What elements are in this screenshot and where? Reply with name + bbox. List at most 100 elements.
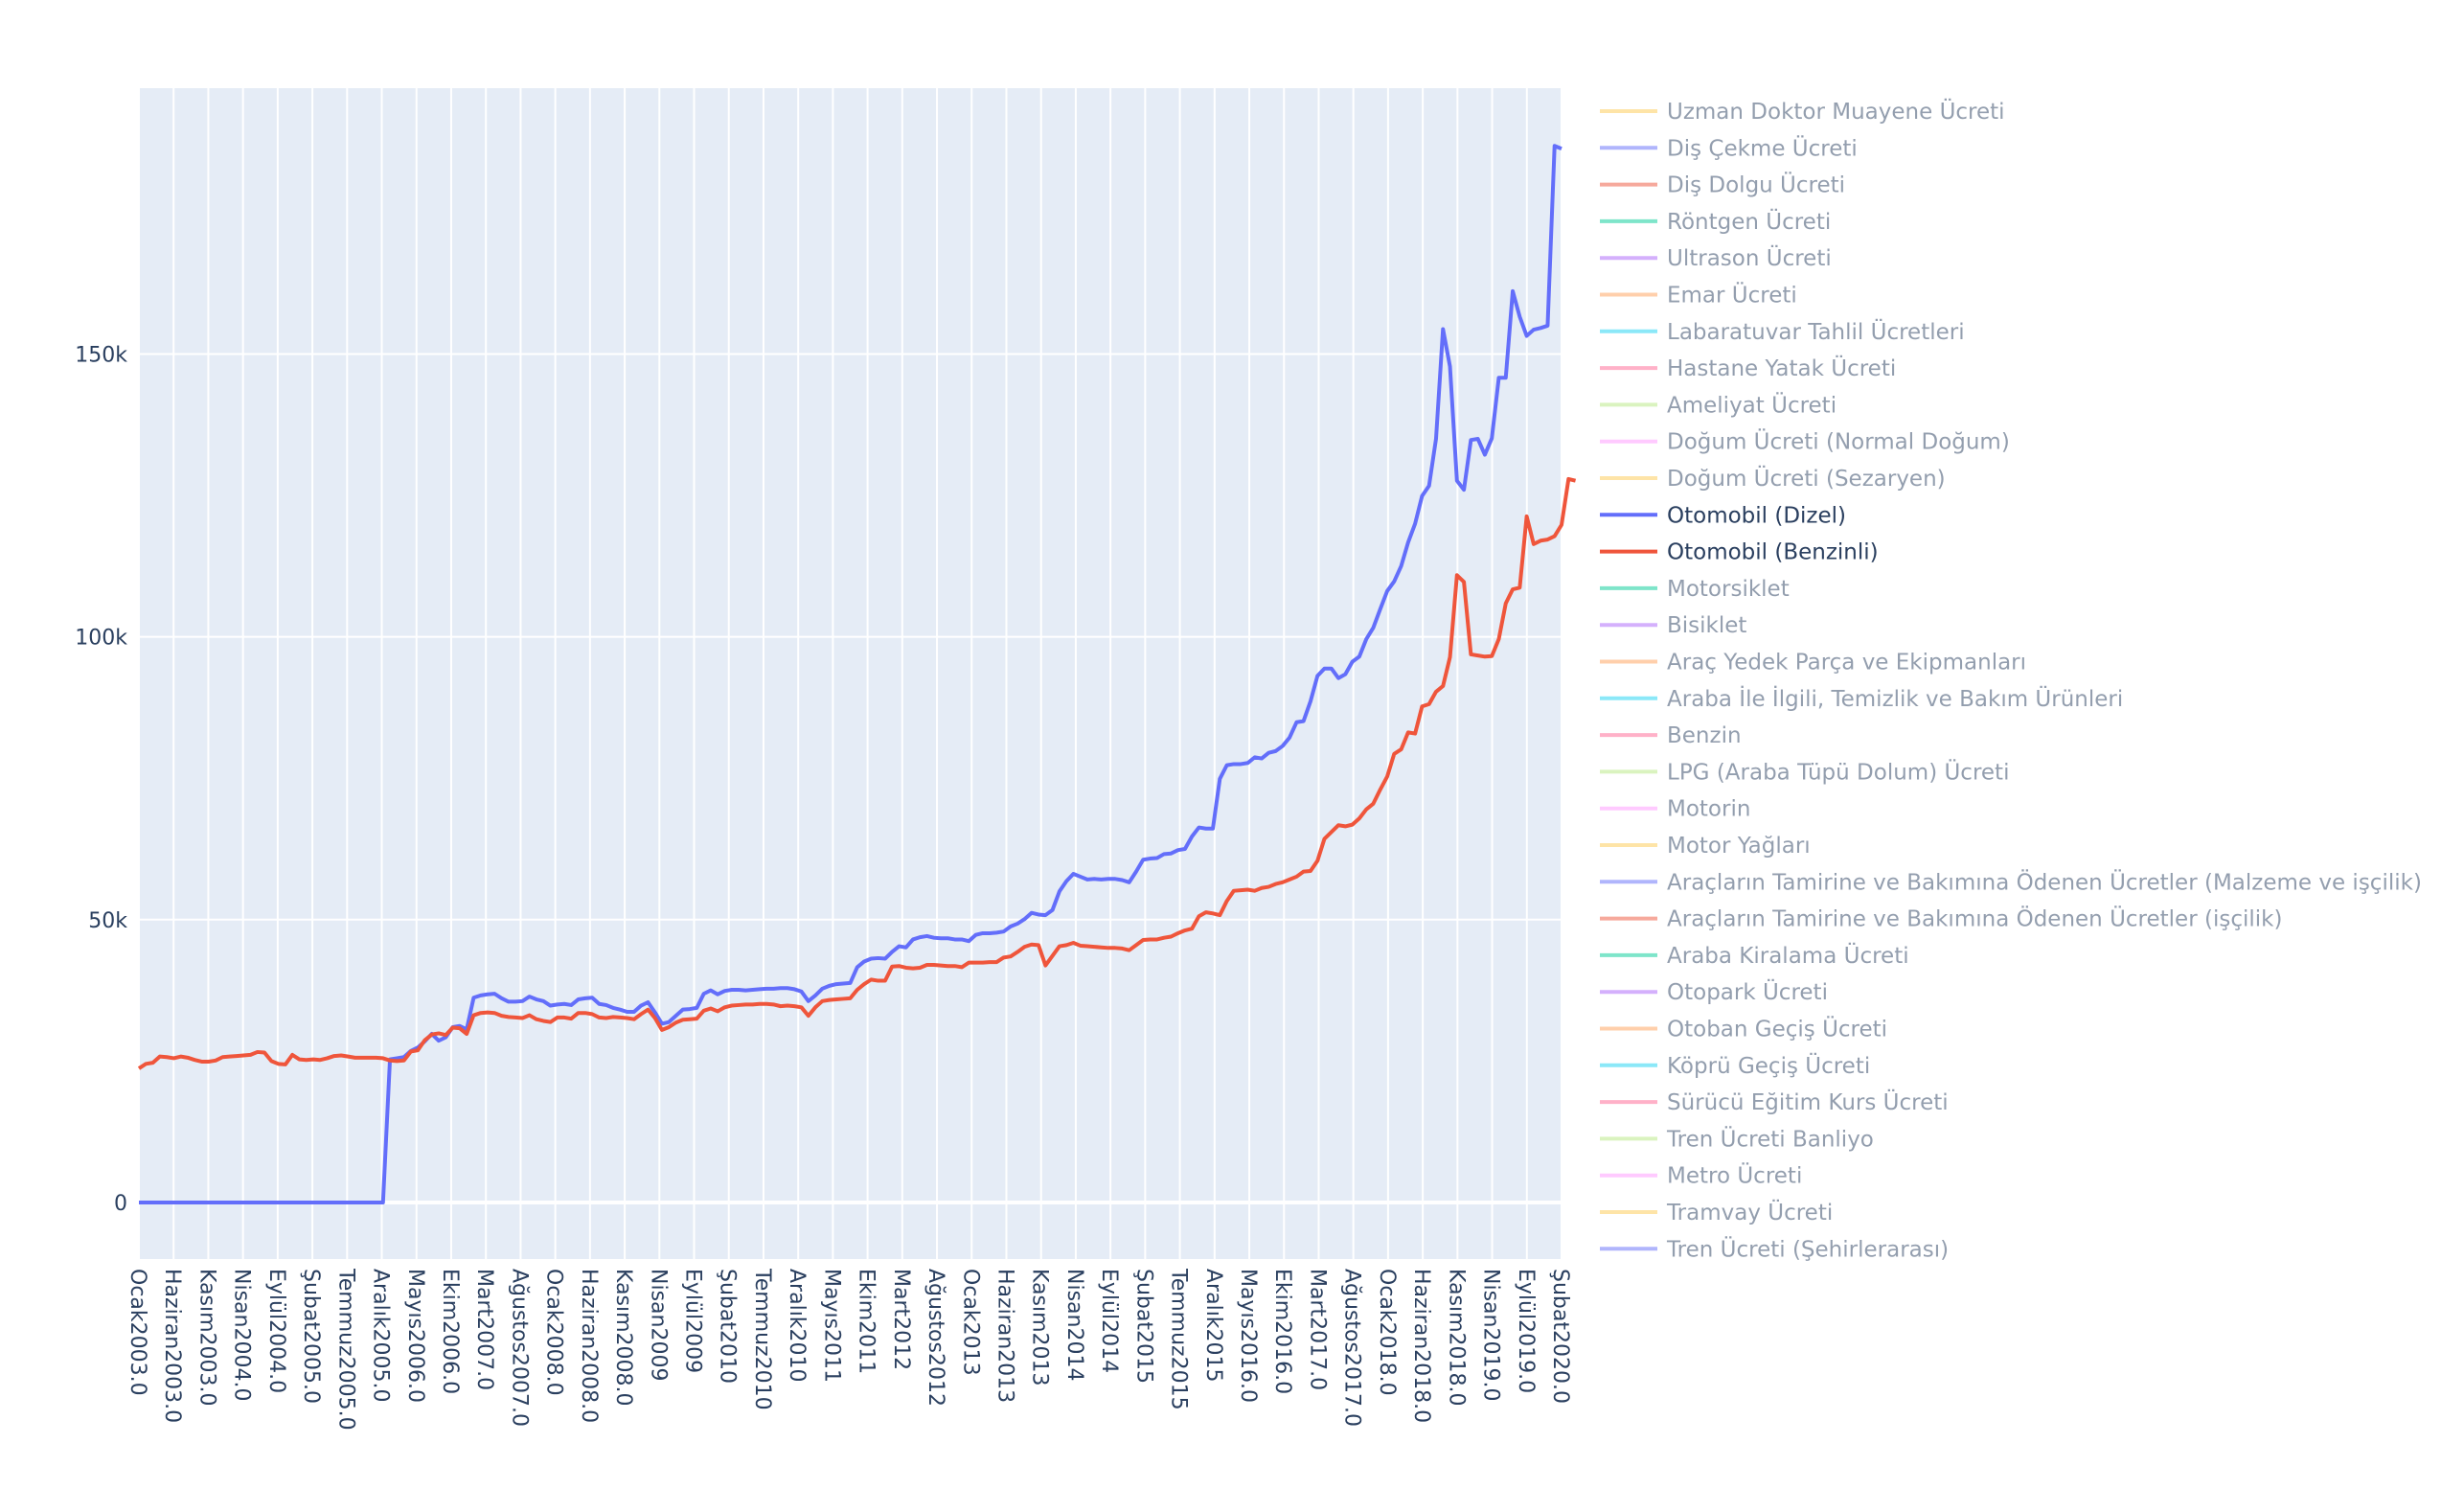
legend-label: Tren Ücreti Banliyo	[1666, 1125, 1874, 1152]
x-tick-label: Şubat2005.0	[299, 1269, 323, 1404]
legend-label: Ameliyat Ücreti	[1667, 391, 1837, 418]
x-tick-label: Kasım2003.0	[194, 1269, 218, 1407]
x-tick-label: Ağustos2012	[924, 1269, 947, 1407]
legend-item[interactable]: Tren Ücreti (Şehirlerarası)	[1600, 1235, 1949, 1262]
x-tick-label: Kasım2018.0	[1444, 1269, 1468, 1407]
legend-label: Bisiklet	[1667, 613, 1746, 638]
x-tick-label: Şubat2015	[1131, 1269, 1155, 1384]
x-tick-label: Nisan2004.0	[230, 1269, 254, 1401]
legend-label: Tren Ücreti (Şehirlerarası)	[1666, 1235, 1949, 1262]
legend-item[interactable]: Emar Ücreti	[1600, 282, 1797, 309]
legend-item[interactable]: Tren Ücreti Banliyo	[1600, 1125, 1874, 1152]
legend-item[interactable]: Doğum Ücreti (Sezaryen)	[1600, 465, 1946, 492]
y-tick-label: 100k	[75, 627, 127, 651]
x-tick-label: Mayıs2011	[819, 1269, 843, 1383]
x-tick-label: Ocak2013	[958, 1269, 982, 1376]
legend-label: Araba İle İlgili, Temizlik ve Bakım Ürün…	[1667, 685, 2123, 712]
legend-item[interactable]: Ultrason Ücreti	[1600, 244, 1832, 271]
legend[interactable]: Uzman Doktor Muayene Ücreti Diş Çekme Ücr…	[1600, 98, 2422, 1262]
legend-item[interactable]: Hastane Yatak Ücreti	[1600, 355, 1896, 381]
legend-label: Araba Kiralama Ücreti	[1667, 942, 1909, 969]
legend-label: Diş Dolgu Ücreti	[1667, 172, 1845, 198]
x-tick-label: Eylül2019.0	[1514, 1269, 1538, 1393]
legend-item[interactable]: Sürücü Eğitim Kurs Ücreti	[1600, 1088, 1949, 1115]
legend-label: Otopark Ücreti	[1667, 978, 1828, 1005]
legend-item[interactable]: Otomobil (Benzinli)	[1600, 540, 1879, 565]
legend-item[interactable]: Köprü Geçiş Ücreti	[1600, 1052, 1870, 1079]
legend-label: Araçların Tamirine ve Bakımına Ödenen Üc…	[1667, 905, 2282, 932]
x-tick-label: Mayıs2006.0	[403, 1269, 427, 1403]
x-tick-label: Temmuz2015	[1167, 1268, 1191, 1410]
legend-label: Otomobil (Benzinli)	[1667, 540, 1879, 565]
legend-item[interactable]: Araç Yedek Parça ve Ekipmanları	[1600, 651, 2026, 676]
y-tick-label: 50k	[88, 909, 127, 933]
legend-item[interactable]: Benzin	[1600, 723, 1742, 748]
x-tick-label: Eylül2014	[1097, 1269, 1121, 1373]
legend-label: Ultrason Ücreti	[1667, 244, 1832, 271]
x-tick-label: Mart2012	[889, 1269, 913, 1370]
x-tick-label: Haziran2008.0	[577, 1269, 601, 1423]
x-tick-label: Kasım2008.0	[611, 1269, 635, 1407]
x-tick-label: Ocak2008.0	[542, 1269, 566, 1396]
x-tick-label: Aralık2015	[1201, 1269, 1225, 1383]
x-tick-label: Aralık2005.0	[369, 1269, 393, 1403]
legend-item[interactable]: Metro Ücreti	[1600, 1162, 1802, 1189]
x-tick-label: Ocak2003.0	[125, 1269, 149, 1396]
legend-item[interactable]: Diş Çekme Ücreti	[1600, 134, 1858, 161]
series-line	[139, 144, 1563, 1204]
x-tick-label: Şubat2010	[716, 1269, 740, 1384]
legend-label: Benzin	[1667, 723, 1742, 748]
x-tick-label: Ağustos2007.0	[507, 1269, 531, 1427]
legend-label: Doğum Ücreti (Sezaryen)	[1667, 465, 1946, 492]
legend-label: Hastane Yatak Ücreti	[1667, 355, 1896, 381]
legend-label: Emar Ücreti	[1667, 282, 1797, 309]
legend-item[interactable]: Otomobil (Dizel)	[1600, 503, 1846, 528]
legend-item[interactable]: Otoban Geçiş Ücreti	[1600, 1016, 1887, 1042]
legend-item[interactable]: Röntgen Ücreti	[1600, 208, 1831, 235]
legend-item[interactable]: Araba İle İlgili, Temizlik ve Bakım Ürün…	[1600, 685, 2123, 712]
x-tick-label: Nisan2009	[646, 1269, 670, 1381]
x-tick-label: Eylül2004.0	[264, 1269, 288, 1393]
x-tick-label: Ekim2006.0	[438, 1269, 462, 1394]
x-tick-label: Nisan2019.0	[1479, 1269, 1503, 1401]
legend-label: Otomobil (Dizel)	[1667, 503, 1846, 528]
x-tick-label: Ocak2018.0	[1375, 1269, 1399, 1396]
y-tick-label: 0	[114, 1192, 127, 1216]
legend-label: LPG (Araba Tüpü Dolum) Ücreti	[1667, 758, 2009, 785]
x-axis-ticks: Ocak2003.0 Haziran2003.0 Kasım2003.0 Nisan2…	[125, 1268, 1572, 1431]
legend-item[interactable]: Araçların Tamirine ve Bakımına Ödenen Üc…	[1600, 905, 2282, 932]
legend-item[interactable]: Motor Yağları	[1600, 834, 1811, 859]
series-line	[137, 476, 1577, 1070]
x-tick-label: Mayıs2016.0	[1236, 1269, 1260, 1403]
legend-item[interactable]: Doğum Ücreti (Normal Doğum)	[1600, 428, 2010, 455]
x-tick-label: Şubat2020.0	[1548, 1269, 1572, 1404]
x-tick-label: Ağustos2017.0	[1340, 1269, 1364, 1427]
legend-label: Uzman Doktor Muayene Ücreti	[1667, 98, 2005, 125]
legend-item[interactable]: Otopark Ücreti	[1600, 978, 1828, 1005]
legend-item[interactable]: Uzman Doktor Muayene Ücreti	[1600, 98, 2005, 125]
legend-label: Motorsiklet	[1667, 577, 1790, 602]
legend-item[interactable]: Bisiklet	[1600, 613, 1746, 638]
legend-item[interactable]: Diş Dolgu Ücreti	[1600, 172, 1845, 198]
x-tick-label: Haziran2013	[992, 1269, 1016, 1403]
legend-item[interactable]: Motorin	[1600, 797, 1750, 822]
x-tick-label: Kasım2013	[1028, 1269, 1052, 1386]
x-tick-label: Eylül2009	[681, 1269, 705, 1373]
x-tick-label: Haziran2003.0	[160, 1269, 184, 1423]
legend-item[interactable]: Tramvay Ücreti	[1600, 1199, 1833, 1226]
x-tick-label: Temmuz2010	[750, 1268, 774, 1410]
x-tick-label: Ekim2011	[855, 1269, 878, 1374]
legend-item[interactable]: Ameliyat Ücreti	[1600, 391, 1837, 418]
y-tick-label: 150k	[75, 343, 127, 367]
legend-item[interactable]: LPG (Araba Tüpü Dolum) Ücreti	[1600, 758, 2009, 785]
legend-item[interactable]: Motorsiklet	[1600, 577, 1790, 602]
legend-label: Araç Yedek Parça ve Ekipmanları	[1667, 651, 2026, 676]
x-tick-label: Haziran2018.0	[1409, 1269, 1433, 1423]
legend-item[interactable]: Araçların Tamirine ve Bakımına Ödenen Üc…	[1600, 868, 2422, 895]
legend-item[interactable]: Araba Kiralama Ücreti	[1600, 942, 1909, 969]
legend-label: Motorin	[1667, 797, 1750, 822]
legend-label: Diş Çekme Ücreti	[1667, 134, 1858, 161]
legend-item[interactable]: Labaratuvar Tahlil Ücretleri	[1600, 318, 1965, 345]
x-tick-label: Aralık2010	[785, 1269, 809, 1383]
